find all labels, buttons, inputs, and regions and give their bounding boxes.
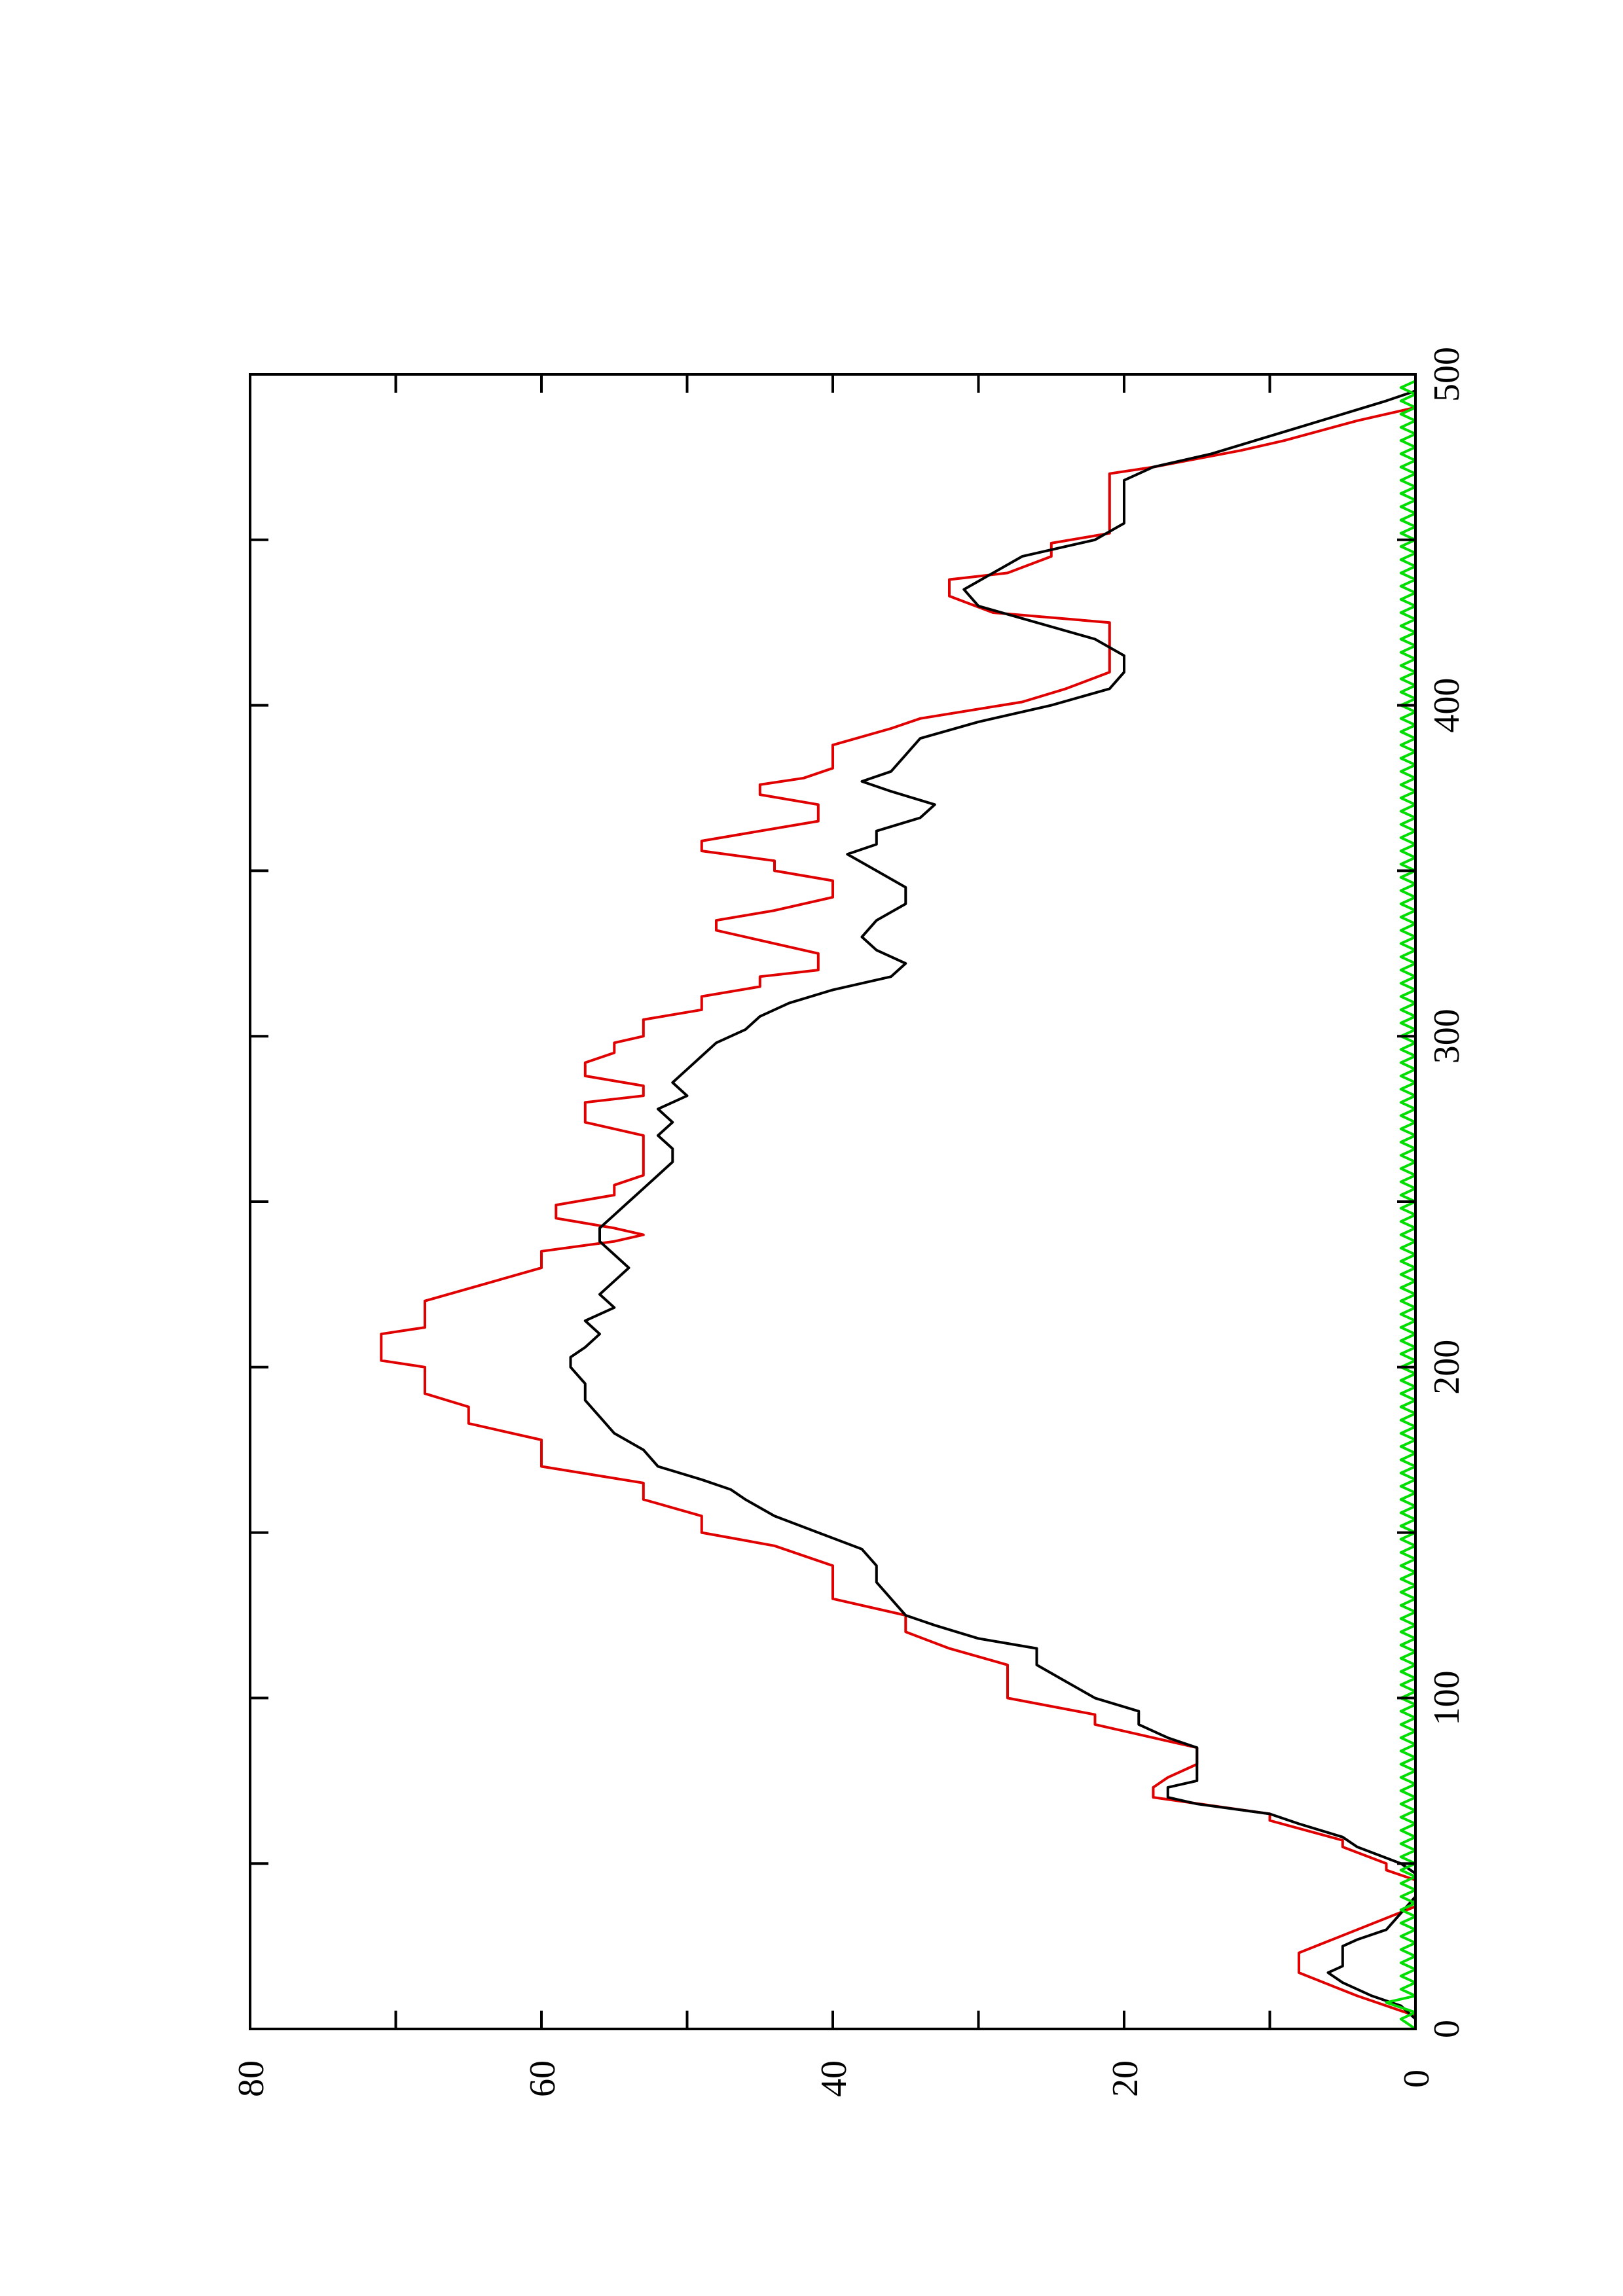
x-tick-label: 100 — [1427, 1670, 1467, 1725]
y-tick-label: 40 — [814, 2060, 854, 2097]
tick-layer — [249, 373, 1417, 2030]
y-tick-label: 60 — [522, 2060, 563, 2097]
x-tick-label: 500 — [1427, 347, 1467, 402]
y-tick-label: 20 — [1105, 2060, 1146, 2097]
y-tick-label: 80 — [231, 2060, 272, 2097]
x-tick-label: 200 — [1427, 1340, 1467, 1395]
x-tick-label: 0 — [1427, 2020, 1467, 2038]
x-tick-label: 400 — [1427, 678, 1467, 733]
series-line-2 — [569, 374, 1417, 2029]
y-tick-label: 0 — [1396, 2070, 1437, 2088]
tick-label-layer: 0 100 200 300 400 500 0 20 40 60 80 — [231, 347, 1467, 2097]
series-layer — [380, 374, 1417, 2030]
x-tick-label: 300 — [1427, 1009, 1467, 1064]
series-line-3 — [1385, 374, 1417, 2030]
